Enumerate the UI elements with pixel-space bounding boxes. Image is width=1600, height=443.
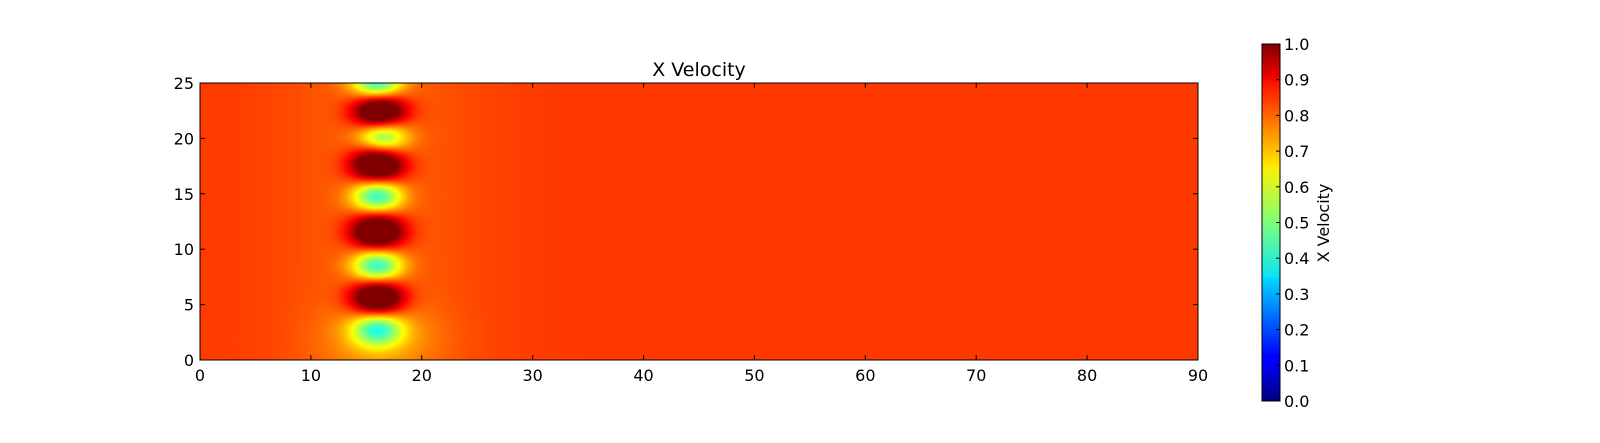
x-tick-label: 0 [195,366,205,385]
y-tick-label: 10 [174,240,194,259]
y-tick-label: 0 [184,351,194,370]
colorbar-ticks: 0.0 0.1 0.2 0.3 0.4 0.5 0.6 0.7 0.8 0.9 1.0 [1276,35,1309,411]
x-tick-label: 50 [744,366,764,385]
colorbar-tick-label: 0.2 [1284,321,1309,340]
x-axis: 0 10 20 30 40 50 60 70 80 90 [195,83,1208,385]
x-tick-label: 80 [1077,366,1097,385]
colorbar-tick-label: 0.9 [1284,71,1309,90]
colorbar-tick-label: 1.0 [1284,35,1309,54]
x-tick-label: 40 [633,366,653,385]
y-tick-label: 5 [184,296,194,315]
x-tick-label: 60 [855,366,875,385]
colorbar-label: X Velocity [1314,184,1333,263]
x-tick-label: 30 [522,366,542,385]
x-tick-label: 90 [1188,366,1208,385]
colorbar: 0.0 0.1 0.2 0.3 0.4 0.5 0.6 0.7 0.8 0.9 1.0 X Velo… [1261,35,1333,411]
colorbar-tick-label: 0.5 [1284,214,1309,233]
colorbar-tick-label: 0.7 [1284,142,1309,161]
colorbar-tick-label: 0.3 [1284,285,1309,304]
x-tick-label: 10 [301,366,321,385]
x-tick-label: 20 [412,366,432,385]
chart-title: X Velocity [652,59,746,81]
y-axis: 0 5 10 15 20 25 [174,74,1198,370]
colorbar-tick-label: 0.4 [1284,249,1309,268]
plot-frame [199,82,1199,361]
y-tick-label: 25 [174,74,194,93]
colorbar-tick-label: 0.0 [1284,392,1309,411]
colorbar-tick-label: 0.6 [1284,178,1309,197]
y-tick-label: 15 [174,185,194,204]
heatmap-image [200,83,1198,360]
x-tick-label: 70 [966,366,986,385]
colorbar-tick-label: 0.1 [1284,356,1309,375]
heatmap-plot [199,82,1199,361]
y-tick-label: 20 [174,129,194,148]
colorbar-tick-label: 0.8 [1284,106,1309,125]
